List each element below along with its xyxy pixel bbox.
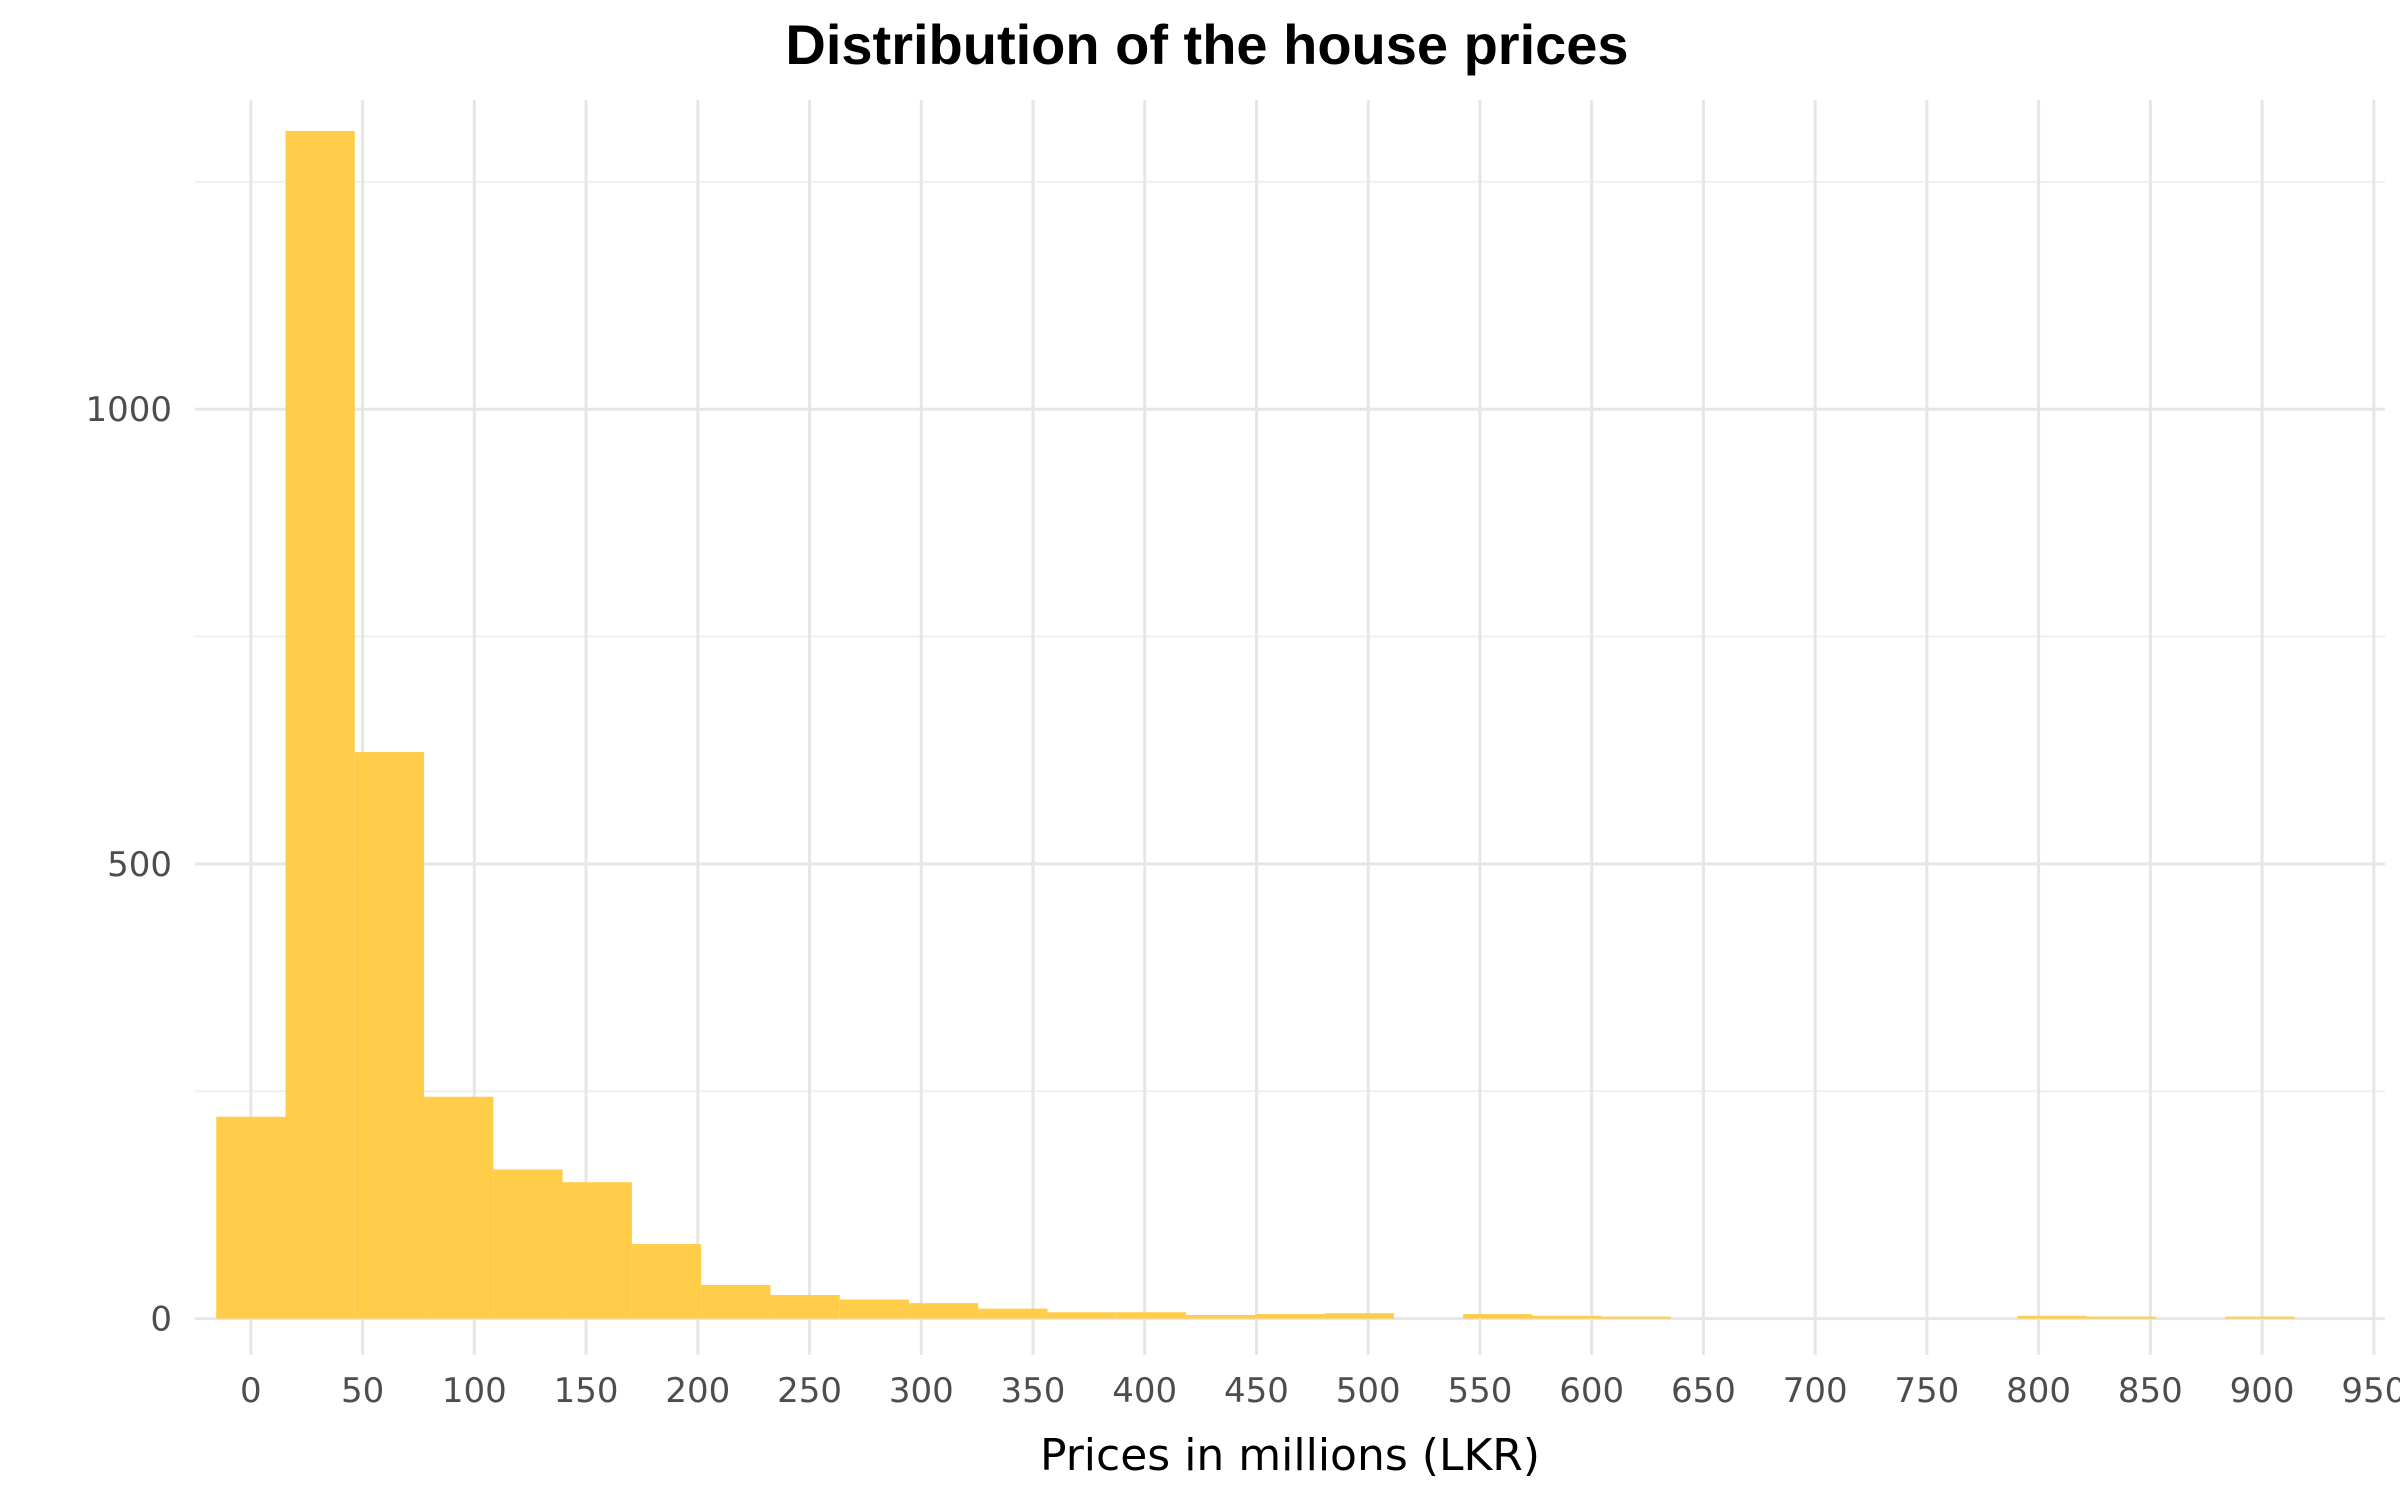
histogram-bar bbox=[1116, 1312, 1187, 1319]
x-tick-label: 450 bbox=[1224, 1371, 1289, 1411]
histogram-bar bbox=[2225, 1316, 2295, 1319]
histogram-bar bbox=[2086, 1316, 2156, 1319]
x-tick-label: 650 bbox=[1671, 1371, 1736, 1411]
y-tick-label: 500 bbox=[107, 845, 172, 885]
x-tick-label: 350 bbox=[1001, 1371, 1066, 1411]
x-axis-ticks: 0 50 100 150 200 250 300 350 400 450 500 550 600 650 7… bbox=[240, 1371, 2400, 1411]
histogram-bar bbox=[631, 1244, 702, 1319]
histogram-bar bbox=[908, 1303, 979, 1319]
x-tick-label: 50 bbox=[341, 1371, 384, 1411]
x-tick-label: 300 bbox=[889, 1371, 954, 1411]
histogram-bar bbox=[2017, 1315, 2087, 1319]
histogram-bar bbox=[1324, 1313, 1394, 1319]
histogram-bar bbox=[493, 1169, 563, 1319]
x-tick-label: 550 bbox=[1447, 1371, 1512, 1411]
y-tick-label: 1000 bbox=[85, 390, 172, 430]
histogram-bar bbox=[978, 1308, 1048, 1319]
x-tick-label: 400 bbox=[1112, 1371, 1177, 1411]
histogram-bar bbox=[1186, 1314, 1256, 1319]
histogram-bar bbox=[285, 130, 355, 1319]
x-tick-label: 900 bbox=[2230, 1371, 2295, 1411]
histogram-bar bbox=[216, 1116, 286, 1319]
x-tick-label: 250 bbox=[777, 1371, 842, 1411]
histogram-bar bbox=[770, 1294, 840, 1319]
x-axis-title: Prices in millions (LKR) bbox=[1040, 1430, 1540, 1481]
x-tick-label: 850 bbox=[2118, 1371, 2183, 1411]
histogram-bar bbox=[1601, 1316, 1672, 1319]
x-tick-label: 950 bbox=[2341, 1371, 2400, 1411]
histogram-bar bbox=[1532, 1315, 1602, 1319]
y-tick-label: 0 bbox=[150, 1300, 172, 1340]
x-tick-label: 0 bbox=[240, 1371, 262, 1411]
histogram-bar bbox=[839, 1299, 909, 1319]
histogram-bar bbox=[424, 1096, 494, 1319]
histogram-bar bbox=[1255, 1314, 1325, 1319]
histogram-bar bbox=[354, 752, 425, 1319]
x-tick-label: 200 bbox=[665, 1371, 730, 1411]
histogram-bar bbox=[1463, 1314, 1533, 1319]
x-tick-label: 800 bbox=[2006, 1371, 2071, 1411]
histogram-bar bbox=[562, 1182, 632, 1319]
chart-title: Distribution of the house prices bbox=[785, 13, 1628, 76]
x-tick-label: 700 bbox=[1783, 1371, 1848, 1411]
histogram-bar bbox=[1047, 1312, 1117, 1319]
x-tick-label: 100 bbox=[442, 1371, 507, 1411]
x-tick-label: 750 bbox=[1894, 1371, 1959, 1411]
histogram-bars bbox=[216, 130, 2295, 1319]
x-tick-label: 150 bbox=[554, 1371, 619, 1411]
y-axis-ticks: 0 500 1000 bbox=[85, 390, 172, 1339]
x-tick-label: 600 bbox=[1559, 1371, 1624, 1411]
grid-layer bbox=[195, 100, 2385, 1355]
histogram-bar bbox=[701, 1284, 771, 1319]
x-tick-label: 500 bbox=[1336, 1371, 1401, 1411]
